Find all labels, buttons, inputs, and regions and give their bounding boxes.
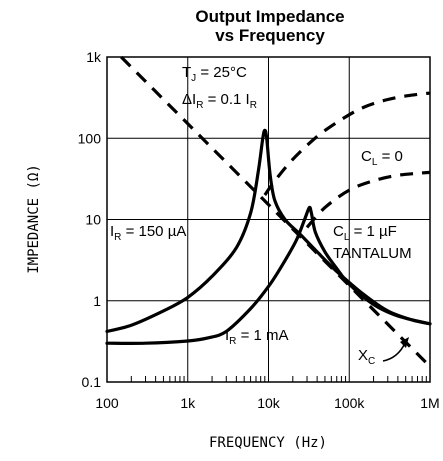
x-axis-label: FREQUENCY (Hz) [209,435,327,451]
y-axis-label: IMPEDANCE (Ω) [26,164,42,274]
ir-1ma-label: IR = 1 mA [225,327,289,347]
series-line-2 [263,91,431,196]
x-tick-label-2: 10k [257,395,281,411]
ir-150ua-label: IR = 150 µA [110,223,186,243]
xc-label: XC [358,347,375,367]
series-line-4 [120,55,432,368]
y-tick-label-2: 10 [85,212,101,228]
x-tick-label-3: 100k [334,395,365,411]
chart-title-line-1: Output Impedance [195,7,344,26]
cl-zero-label: CL = 0 [361,148,403,168]
tantalum-label: TANTALUM [333,245,412,262]
y-tick-label-4: 0.1 [82,374,102,390]
x-tick-label-4: 1M [420,395,439,411]
y-tick-labels: 1k 100 10 1 0.1 [78,49,102,390]
chart-title-line-2: vs Frequency [215,26,325,45]
x-tick-label-0: 100 [95,395,119,411]
tj-condition: TJ = 25°C [182,64,247,84]
x-tick-labels: 100 1k 10k 100k 1M [95,395,439,411]
x-minor-ticks [130,376,427,382]
plot-frame [106,56,431,383]
xc-arrow [382,342,406,362]
y-tick-label-1: 100 [78,130,102,146]
series-layer [105,55,432,368]
series-line-3 [305,170,431,229]
delta-ir-condition: ΔIR = 0.1 IR [182,91,257,111]
series-line-1 [105,205,432,345]
x-tick-label-1: 1k [180,395,196,411]
cl-one-label: CL = 1 µF [333,223,397,243]
series-line-0 [105,128,432,333]
y-tick-label-0: 1k [86,49,102,65]
y-tick-label-3: 1 [93,293,101,309]
xc-arrowhead [400,337,409,348]
